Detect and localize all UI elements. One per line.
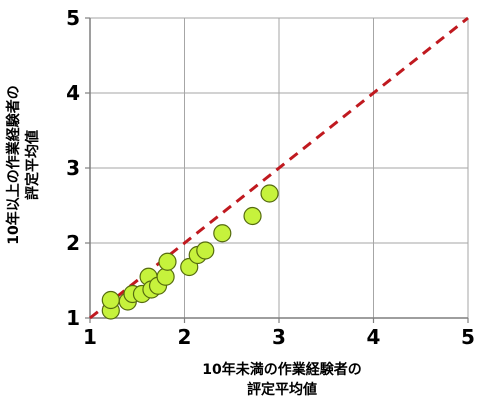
x-axis-title: 10年未満の作業経験者の <box>202 361 361 378</box>
data-point <box>156 267 175 286</box>
data-point <box>243 206 262 226</box>
data-point <box>158 252 177 271</box>
x-tick-label: 5 <box>461 325 475 349</box>
y-tick-label: 4 <box>66 81 80 105</box>
y-tick-label: 1 <box>66 306 80 330</box>
y-axis-title: 評定平均値 <box>24 130 41 200</box>
x-axis-title: 評定平均値 <box>247 381 317 398</box>
data-point <box>196 241 215 260</box>
y-axis-title: 10年以上の作業経験者の <box>5 85 22 244</box>
y-tick-label: 2 <box>66 231 80 255</box>
reference-line <box>89 16 469 320</box>
data-point <box>213 224 232 243</box>
y-tick-label: 5 <box>66 6 80 30</box>
x-tick-label: 2 <box>178 325 192 349</box>
y-tick-label: 3 <box>66 156 80 180</box>
x-tick-label: 3 <box>272 325 286 349</box>
x-tick-label: 1 <box>83 325 97 349</box>
data-point <box>101 290 120 310</box>
x-tick-label: 4 <box>367 325 381 349</box>
data-point <box>260 184 279 203</box>
